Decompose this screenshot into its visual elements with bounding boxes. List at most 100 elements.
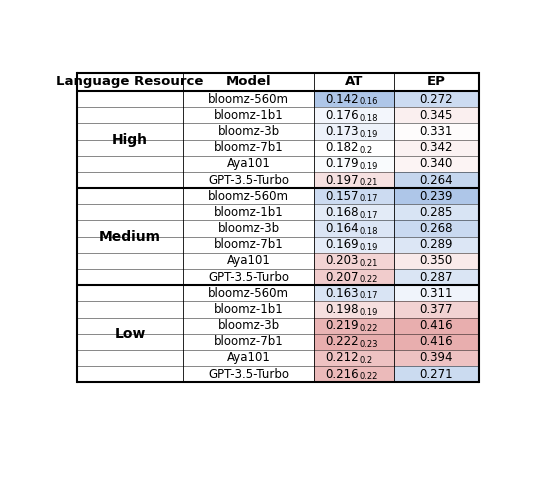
Bar bbox=[314, 253, 393, 269]
Bar bbox=[393, 318, 479, 334]
Bar bbox=[314, 237, 393, 253]
Text: 0.350: 0.350 bbox=[419, 254, 453, 268]
Text: 0.268: 0.268 bbox=[419, 222, 453, 235]
Bar bbox=[393, 301, 479, 318]
Text: 0.271: 0.271 bbox=[419, 368, 453, 381]
Text: bloomz-1b1: bloomz-1b1 bbox=[214, 206, 283, 219]
Text: 0.18: 0.18 bbox=[360, 227, 378, 236]
Text: 0.182: 0.182 bbox=[325, 141, 358, 154]
Text: 0.207: 0.207 bbox=[325, 270, 358, 284]
Text: GPT-3.5-Turbo: GPT-3.5-Turbo bbox=[208, 270, 289, 284]
Bar bbox=[393, 188, 479, 204]
Text: 0.22: 0.22 bbox=[360, 275, 378, 284]
Text: 0.19: 0.19 bbox=[360, 243, 378, 252]
Bar bbox=[393, 204, 479, 220]
Text: 0.198: 0.198 bbox=[325, 303, 358, 316]
Text: 0.17: 0.17 bbox=[360, 195, 378, 203]
Text: 0.163: 0.163 bbox=[325, 287, 358, 300]
Text: 0.289: 0.289 bbox=[419, 238, 453, 251]
Bar bbox=[393, 285, 479, 301]
Text: 0.19: 0.19 bbox=[360, 308, 378, 317]
Text: bloomz-3b: bloomz-3b bbox=[218, 222, 280, 235]
Bar bbox=[314, 285, 393, 301]
Text: 0.340: 0.340 bbox=[419, 157, 453, 171]
Bar bbox=[314, 220, 393, 237]
Bar bbox=[393, 350, 479, 366]
Bar bbox=[393, 269, 479, 285]
Text: Medium: Medium bbox=[99, 230, 161, 244]
Text: 0.2: 0.2 bbox=[360, 356, 373, 365]
Text: 0.17: 0.17 bbox=[360, 211, 378, 220]
Text: 0.342: 0.342 bbox=[419, 141, 453, 154]
Text: 0.176: 0.176 bbox=[325, 109, 358, 122]
Text: GPT-3.5-Turbo: GPT-3.5-Turbo bbox=[208, 368, 289, 381]
Text: bloomz-7b1: bloomz-7b1 bbox=[214, 238, 283, 251]
Text: 0.394: 0.394 bbox=[419, 351, 453, 365]
Text: 0.17: 0.17 bbox=[360, 292, 378, 300]
Bar bbox=[314, 350, 393, 366]
Bar bbox=[314, 366, 393, 382]
Text: 0.21: 0.21 bbox=[360, 259, 378, 268]
Text: 0.22: 0.22 bbox=[360, 324, 378, 333]
Text: 0.19: 0.19 bbox=[360, 130, 378, 139]
Bar bbox=[393, 253, 479, 269]
Bar bbox=[393, 140, 479, 156]
Bar bbox=[393, 123, 479, 140]
Bar bbox=[393, 107, 479, 123]
Text: 0.345: 0.345 bbox=[419, 109, 453, 122]
Text: bloomz-3b: bloomz-3b bbox=[218, 319, 280, 332]
Bar bbox=[314, 269, 393, 285]
Bar bbox=[393, 91, 479, 107]
Bar bbox=[393, 220, 479, 237]
Bar bbox=[314, 301, 393, 318]
Bar bbox=[393, 156, 479, 172]
Text: 0.168: 0.168 bbox=[325, 206, 358, 219]
Bar bbox=[314, 91, 393, 107]
Text: 0.173: 0.173 bbox=[325, 125, 358, 138]
Bar bbox=[314, 156, 393, 172]
Text: High: High bbox=[112, 133, 148, 147]
Text: bloomz-1b1: bloomz-1b1 bbox=[214, 109, 283, 122]
Text: 0.212: 0.212 bbox=[325, 351, 358, 365]
Text: 0.416: 0.416 bbox=[419, 319, 453, 332]
Bar bbox=[314, 204, 393, 220]
Text: 0.377: 0.377 bbox=[419, 303, 453, 316]
Text: 0.272: 0.272 bbox=[419, 93, 453, 106]
Text: 0.222: 0.222 bbox=[325, 335, 358, 348]
Bar bbox=[393, 334, 479, 350]
Text: Aya101: Aya101 bbox=[227, 254, 270, 268]
Text: 0.157: 0.157 bbox=[325, 190, 358, 203]
Text: 0.331: 0.331 bbox=[419, 125, 453, 138]
Text: bloomz-560m: bloomz-560m bbox=[208, 93, 289, 106]
Text: 0.19: 0.19 bbox=[360, 162, 378, 171]
Text: GPT-3.5-Turbo: GPT-3.5-Turbo bbox=[208, 173, 289, 187]
Text: 0.197: 0.197 bbox=[325, 173, 358, 187]
Bar bbox=[314, 107, 393, 123]
Text: 0.179: 0.179 bbox=[325, 157, 358, 171]
Text: bloomz-3b: bloomz-3b bbox=[218, 125, 280, 138]
Text: 0.23: 0.23 bbox=[360, 340, 378, 349]
Text: 0.264: 0.264 bbox=[419, 173, 453, 187]
Text: 0.216: 0.216 bbox=[325, 368, 358, 381]
Text: 0.287: 0.287 bbox=[419, 270, 453, 284]
Bar bbox=[393, 172, 479, 188]
Text: AT: AT bbox=[345, 75, 363, 88]
Bar bbox=[314, 188, 393, 204]
Text: Aya101: Aya101 bbox=[227, 157, 270, 171]
Text: 0.2: 0.2 bbox=[360, 146, 373, 155]
Text: Low: Low bbox=[114, 327, 146, 341]
Text: 0.18: 0.18 bbox=[360, 114, 378, 122]
Text: bloomz-560m: bloomz-560m bbox=[208, 287, 289, 300]
Text: bloomz-560m: bloomz-560m bbox=[208, 190, 289, 203]
Text: 0.285: 0.285 bbox=[419, 206, 453, 219]
Text: 0.239: 0.239 bbox=[419, 190, 453, 203]
Text: 0.416: 0.416 bbox=[419, 335, 453, 348]
Text: 0.21: 0.21 bbox=[360, 178, 378, 187]
Bar bbox=[393, 237, 479, 253]
Text: bloomz-7b1: bloomz-7b1 bbox=[214, 141, 283, 154]
Text: Language Resource: Language Resource bbox=[57, 75, 203, 88]
Bar bbox=[314, 334, 393, 350]
Bar bbox=[314, 318, 393, 334]
Bar bbox=[314, 140, 393, 156]
Text: Model: Model bbox=[226, 75, 271, 88]
